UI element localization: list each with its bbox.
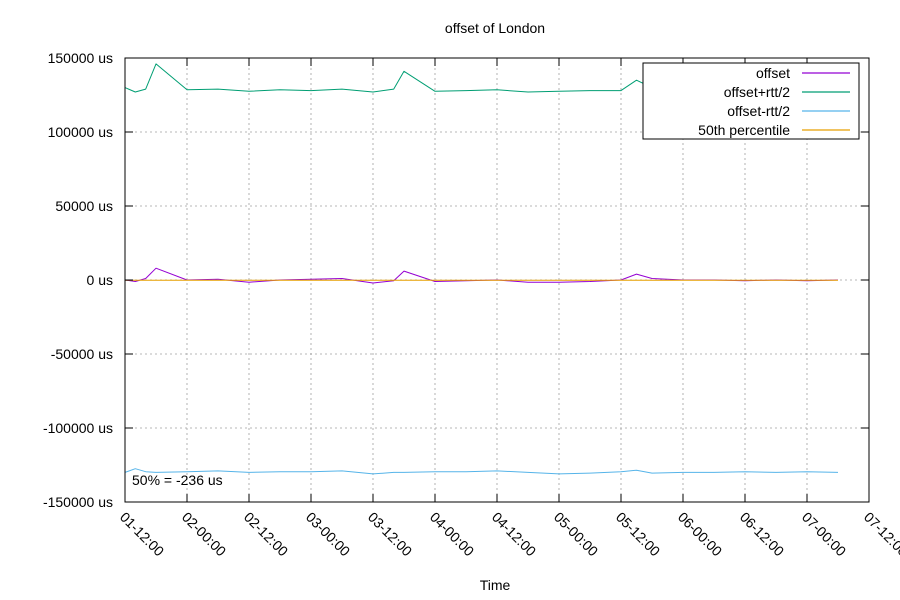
series-line-offset-rtt-2 — [124, 468, 839, 475]
legend: offset offset+rtt/2 offset-rtt/2 50th perce… — [642, 62, 860, 140]
y-tick-label: -100000 us — [43, 420, 113, 436]
y-tick-label: -50000 us — [51, 346, 113, 362]
y-tick-label: 100000 us — [48, 124, 113, 140]
y-tick-label: -150000 us — [43, 494, 113, 510]
legend-label: offset+rtt/2 — [724, 84, 790, 100]
legend-label: offset — [756, 65, 790, 81]
median-annotation: 50% = -236 us — [132, 472, 223, 488]
chart-title: offset of London — [445, 20, 545, 36]
legend-label: offset-rtt/2 — [727, 103, 790, 119]
x-axis-label: Time — [480, 577, 511, 593]
y-tick-label: 150000 us — [48, 50, 113, 66]
y-tick-label: 0 us — [87, 272, 113, 288]
y-tick-label: 50000 us — [55, 198, 113, 214]
legend-box — [642, 62, 860, 140]
legend-label: 50th percentile — [698, 122, 790, 138]
